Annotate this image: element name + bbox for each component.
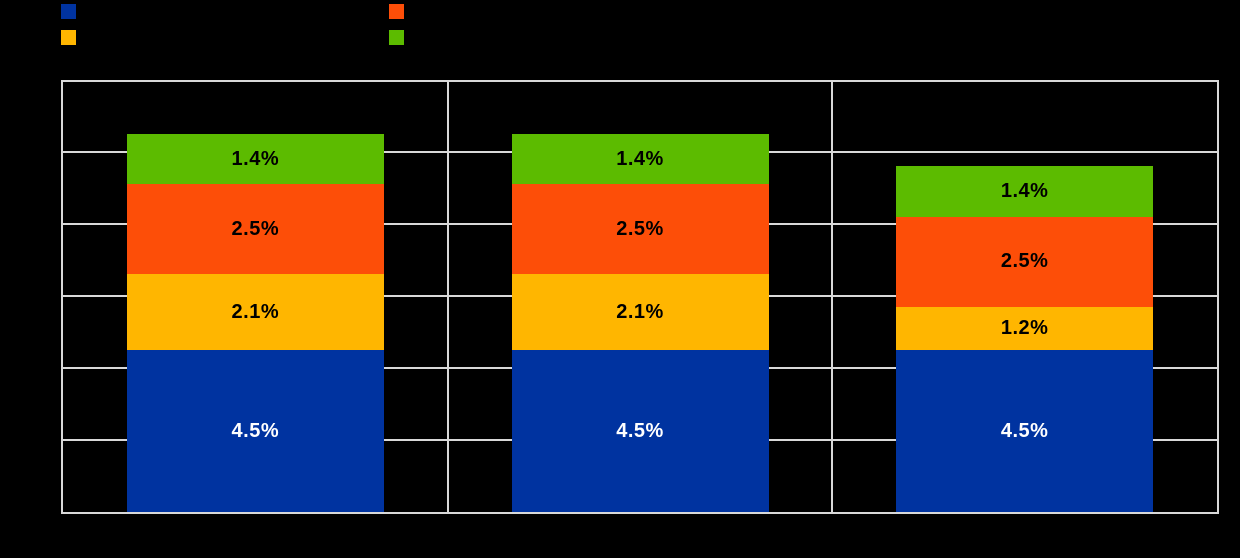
segment-label: 4.5% <box>1000 419 1049 442</box>
legend-swatch-green <box>389 30 404 45</box>
bar-1-orange-segment: 2.5% <box>126 184 384 275</box>
bar-2-yellow-segment: 2.1% <box>511 274 769 350</box>
segment-label: 2.5% <box>231 217 280 240</box>
stacked-bar-1: 1.4% 2.5% 2.1% 4.5% <box>126 134 384 512</box>
stacked-bar-2: 1.4% 2.5% 2.1% 4.5% <box>511 134 769 512</box>
bar-1-green-top-segment: 1.4% <box>126 134 384 185</box>
bar-3-green-top-segment: 1.4% <box>896 166 1154 217</box>
bar-3-orange-segment: 2.5% <box>896 216 1154 307</box>
plot-area: 1.4% 2.5% 2.1% 4.5% 1.4% 2.5% 2.1% 4.5% 1.4% 2.5%… <box>61 80 1219 514</box>
segment-label: 2.5% <box>616 217 664 240</box>
bar-1-blue-bottom-segment: 4.5% <box>126 350 384 512</box>
bar-3-blue-bottom-segment: 4.5% <box>896 350 1154 512</box>
segment-label: 2.1% <box>231 300 280 323</box>
legend-swatch-orange <box>389 4 404 19</box>
segment-label: 1.4% <box>231 147 280 170</box>
bar-2-green-top-segment: 1.4% <box>511 134 769 185</box>
bar-1-yellow-segment: 2.1% <box>126 274 384 350</box>
stacked-bar-3: 1.4% 2.5% 1.2% 4.5% <box>896 166 1154 512</box>
segment-label: 1.4% <box>1000 180 1049 203</box>
bar-2-orange-segment: 2.5% <box>511 184 769 275</box>
panel-separator-2 <box>831 82 834 512</box>
panel-separator-1 <box>446 82 449 512</box>
segment-label: 4.5% <box>231 419 280 442</box>
segment-label: 2.5% <box>1000 250 1049 273</box>
bar-3-yellow-segment: 1.2% <box>896 306 1154 350</box>
segment-label: 1.2% <box>1000 316 1049 339</box>
segment-label: 2.1% <box>616 300 664 323</box>
segment-label: 4.5% <box>616 419 664 442</box>
legend-swatch-yellow <box>61 30 76 45</box>
segment-label: 1.4% <box>616 147 664 170</box>
legend-swatch-blue <box>61 4 76 19</box>
chart-legend <box>0 0 1240 56</box>
bar-2-blue-bottom-segment: 4.5% <box>511 350 769 512</box>
